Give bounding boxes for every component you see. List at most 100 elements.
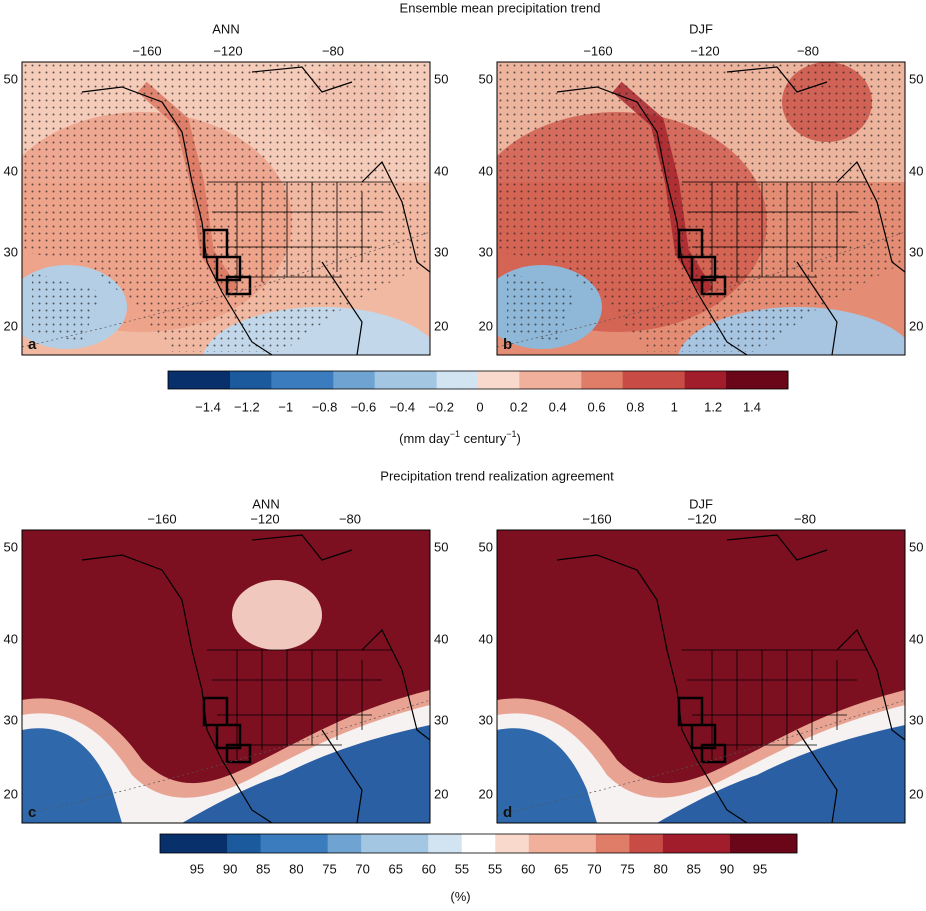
lat-tick-label: 50 <box>4 71 18 86</box>
colorbar-swatch <box>495 834 530 853</box>
colorbar-swatch <box>560 371 582 389</box>
colorbar-swatch <box>428 834 463 853</box>
lat-tick-label: 40 <box>909 631 923 646</box>
colorbar-swatch <box>602 371 624 389</box>
colorbar-swatch <box>312 371 334 389</box>
panel-label: b <box>503 336 512 353</box>
state-lines <box>682 649 867 760</box>
lon-tick-label: −120 <box>690 43 719 58</box>
region-box <box>677 228 727 296</box>
lon-tick-label: −160 <box>583 43 612 58</box>
lat-tick-label: 30 <box>4 712 18 727</box>
field <box>182 725 430 823</box>
lat-tick-label: 40 <box>4 631 18 646</box>
lat-tick-label: 20 <box>434 786 448 801</box>
coastline <box>556 66 905 355</box>
coastline <box>81 534 430 823</box>
lon-tick-label: −120 <box>687 511 716 526</box>
lat-tick-label: 40 <box>909 163 923 178</box>
graticule <box>497 231 905 348</box>
colorbar-swatch <box>726 371 748 389</box>
colorbar-label: 75 <box>620 861 634 876</box>
lat-tick-label: 40 <box>4 163 18 178</box>
state-lines <box>207 181 392 292</box>
colorbar-swatch <box>664 371 686 389</box>
lat-tick-label: 50 <box>479 539 493 554</box>
lat-tick-label: 30 <box>434 712 448 727</box>
lon-tick-label: −80 <box>794 511 816 526</box>
region-box <box>677 696 727 764</box>
colorbar-label: 0 <box>476 399 483 414</box>
colorbar-label: 75 <box>322 861 336 876</box>
stipple <box>22 62 430 352</box>
colorbar-swatch <box>457 371 479 389</box>
colorbar-label: −1 <box>278 399 293 414</box>
colorbar-label: 1 <box>671 399 678 414</box>
panel-label: a <box>28 336 37 353</box>
colorbar-swatch <box>292 371 314 389</box>
colorbar-swatch <box>729 834 764 853</box>
map-frame <box>21 529 431 824</box>
colorbar-label: −0.2 <box>428 399 454 414</box>
colorbar-frame <box>159 833 798 854</box>
lat-tick-label: 40 <box>479 631 493 646</box>
state-lines <box>207 649 392 760</box>
lon-tick-label: −160 <box>147 511 176 526</box>
colorbar-swatch <box>519 371 541 389</box>
lon-tick-label: −120 <box>213 43 242 58</box>
unit-part: (mm day <box>399 431 450 446</box>
graticule <box>22 231 430 348</box>
unit-part: (%) <box>450 889 470 904</box>
panel-label: c <box>28 804 36 821</box>
lat-tick-label: 30 <box>4 244 18 259</box>
lat-tick-label: 50 <box>434 539 448 554</box>
colorbar-unit: (%) <box>450 889 470 904</box>
colorbar-swatch <box>333 371 355 389</box>
panel-label: d <box>503 804 512 821</box>
colorbar-swatch <box>705 371 727 389</box>
state-lines <box>682 181 867 292</box>
colorbar-swatch <box>498 371 520 389</box>
map: a <box>21 61 431 356</box>
lon-tick-label: −120 <box>250 511 279 526</box>
unit-part: century <box>460 431 507 446</box>
colorbar-swatch <box>394 834 429 853</box>
graticule <box>497 699 905 816</box>
lat-tick-label: 20 <box>4 318 18 333</box>
map: c <box>21 529 431 824</box>
colorbar-swatch <box>643 371 665 389</box>
colorbar-label: 90 <box>720 861 734 876</box>
lat-tick-label: 30 <box>479 244 493 259</box>
lat-tick-label: 30 <box>909 712 923 727</box>
lon-tick-label: −80 <box>797 43 819 58</box>
figure-title: Precipitation trend realization agreemen… <box>380 468 614 483</box>
colorbar-swatch <box>361 834 396 853</box>
coastline <box>81 66 430 355</box>
colorbar-swatch <box>188 371 210 389</box>
lat-tick-label: 50 <box>909 539 923 554</box>
colorbar-swatch <box>540 371 562 389</box>
map-frame <box>496 61 906 356</box>
colorbar-label: 95 <box>190 861 204 876</box>
map-field <box>497 530 905 823</box>
map-frame <box>496 529 906 824</box>
panel-title: ANN <box>252 496 279 511</box>
colorbar-swatch <box>528 834 563 853</box>
colorbar-label: 85 <box>256 861 270 876</box>
colorbar-label: 80 <box>289 861 303 876</box>
colorbar-label: 0.2 <box>510 399 528 414</box>
lat-tick-label: 50 <box>4 539 18 554</box>
colorbar-swatch <box>160 834 195 853</box>
field <box>497 728 597 823</box>
colorbar-swatch <box>227 834 262 853</box>
lat-tick-label: 30 <box>909 244 923 259</box>
lat-tick-label: 50 <box>909 71 923 86</box>
map-field <box>22 530 430 823</box>
colorbar-swatch <box>478 371 500 389</box>
colorbar-label: 0.4 <box>549 399 567 414</box>
colorbar-swatch <box>461 834 496 853</box>
colorbar-label: 90 <box>223 861 237 876</box>
colorbar-swatch <box>374 371 396 389</box>
colorbar-swatch <box>209 371 231 389</box>
